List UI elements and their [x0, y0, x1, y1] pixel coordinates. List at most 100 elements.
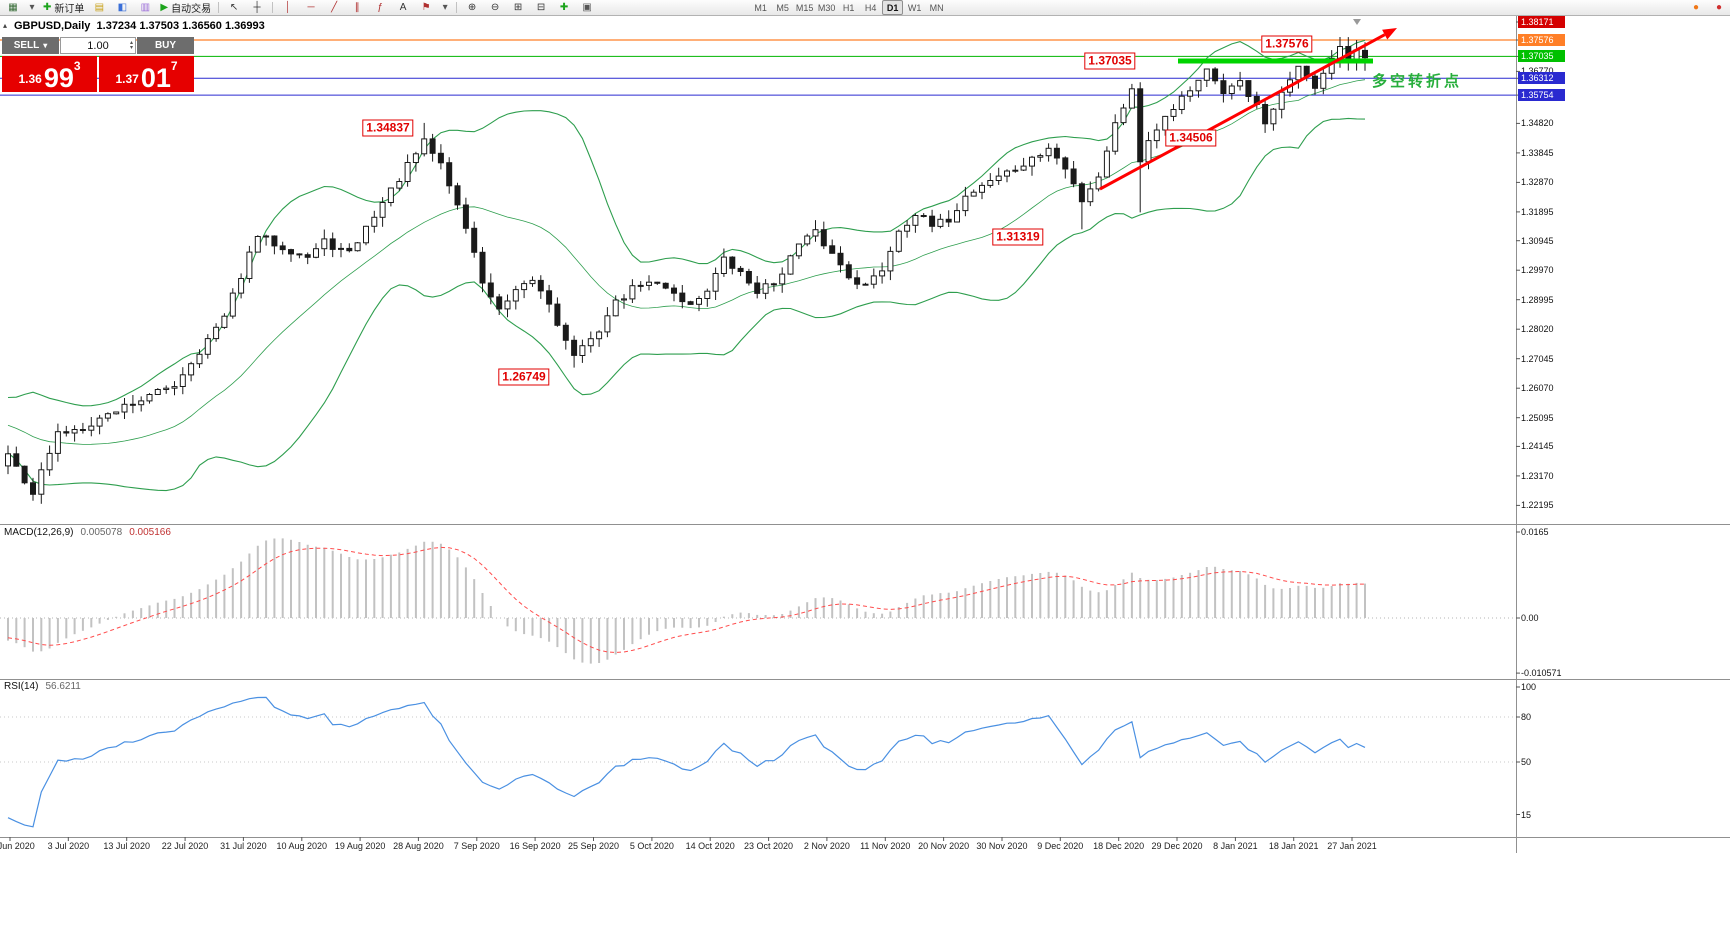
price-chart-svg[interactable] [0, 0, 1730, 853]
new-order-button: ✚ [43, 1, 52, 13]
macd-value-signal: 0.005166 [129, 527, 171, 538]
tile-windows-icon: ⊞ [513, 1, 523, 13]
volume-value: 1.00 [87, 39, 109, 52]
date-axis-label: 11 Nov 2020 [860, 841, 911, 851]
horizontal-line-icon[interactable]: ─ [300, 0, 322, 16]
date-axis-label: 20 Nov 2020 [918, 841, 970, 851]
date-axis-label: 7 Sep 2020 [453, 841, 500, 851]
fibonacci-icon[interactable]: ƒ [369, 0, 391, 16]
timeframe-D1-button[interactable]: D1 [882, 0, 904, 15]
buy-button[interactable]: BUY [137, 37, 194, 54]
alert-icon[interactable]: ● [1715, 2, 1723, 13]
price-axis-label: 1.26070 [1521, 383, 1554, 394]
price-axis-label: 1.23170 [1521, 470, 1554, 481]
price-callout-label[interactable]: 1.37035 [1084, 52, 1136, 70]
chart-window-icon[interactable]: ▦ [2, 0, 24, 16]
community-icon[interactable]: ● [1692, 2, 1700, 13]
price-axis-tag: 1.35754 [1518, 89, 1565, 102]
indicators-icon[interactable]: ✚ [553, 0, 575, 16]
zoom-out-icon: ⊖ [490, 1, 500, 13]
date-axis-label: 18 Dec 2020 [1093, 841, 1145, 851]
cursor-icon[interactable]: ↖ [223, 0, 245, 16]
equidistant-channel-icon[interactable]: ∥ [346, 0, 368, 16]
trendline-icon[interactable]: ╱ [323, 0, 345, 16]
timeframe-H4-button[interactable]: H4 [864, 2, 877, 13]
timeframe-M15-button[interactable]: M15 [795, 2, 814, 13]
sell-dropdown-icon[interactable]: ▾ [43, 41, 48, 50]
timeframe-W1-button[interactable]: W1 [907, 2, 922, 13]
price-axis-label: 1.32870 [1521, 177, 1554, 188]
templates-icon: ▣ [582, 1, 592, 13]
templates-icon[interactable]: ▣ [576, 0, 598, 16]
sell-price-button[interactable]: 1.36 99 3 [2, 56, 97, 92]
text-label-icon: A [399, 1, 407, 13]
macd-indicator-label: MACD(12,26,9) 0.005078 0.005166 [4, 527, 171, 538]
sell-button-label: SELL [13, 40, 40, 51]
market-watch-icon: ▤ [94, 1, 105, 13]
price-axis-label: 1.25095 [1521, 412, 1554, 423]
price-callout-label[interactable]: 1.37576 [1261, 35, 1313, 53]
date-axis-label: 16 Sep 2020 [509, 841, 561, 851]
crosshair-icon[interactable]: ┼ [246, 0, 268, 16]
indicators-icon: ✚ [559, 1, 569, 13]
volume-down-icon[interactable]: ▾ [129, 44, 133, 51]
volume-up-icon[interactable]: ▴ [129, 39, 133, 46]
rsi-axis-label: 15 [1521, 809, 1532, 820]
date-axis-label: 14 Oct 2020 [685, 841, 735, 851]
sell-button[interactable]: SELL ▾ [2, 37, 59, 54]
cursor-icon: ↖ [229, 1, 239, 13]
date-axis-label: 2 Nov 2020 [803, 841, 850, 851]
data-window-icon[interactable]: ◧ [111, 0, 133, 16]
shapes-dropdown-icon[interactable]: ▾ [438, 0, 452, 16]
timeframe-M30-button[interactable]: M30 [817, 2, 836, 13]
price-axis-label: 1.33845 [1521, 147, 1554, 158]
text-label-icon[interactable]: A [392, 0, 414, 16]
date-axis-label: 29 Dec 2020 [1151, 841, 1203, 851]
market-watch-icon[interactable]: ▤ [88, 0, 110, 16]
cascade-windows-icon[interactable]: ⊟ [530, 0, 552, 16]
price-callout-label[interactable]: 1.31319 [992, 228, 1044, 246]
new-order-button-label: 新订单 [54, 4, 85, 15]
timeframe-M5-button[interactable]: M5 [776, 2, 789, 13]
price-callout-label[interactable]: 1.26749 [498, 368, 550, 386]
tile-windows-icon[interactable]: ⊞ [507, 0, 529, 16]
autotrading-button[interactable]: ▶ 自动交易 [157, 0, 214, 16]
crosshair-icon: ┼ [253, 1, 261, 13]
timeframe-M1-button[interactable]: M1 [754, 2, 767, 13]
navigator-icon[interactable]: ▥ [134, 0, 156, 16]
vertical-line-icon[interactable]: │ [277, 0, 299, 16]
date-axis-label: 9 Dec 2020 [1037, 841, 1084, 851]
equidistant-channel-icon: ∥ [354, 1, 360, 13]
date-axis-label: 25 Sep 2020 [567, 841, 620, 851]
date-axis-label: 28 Aug 2020 [393, 841, 444, 851]
chinese-annotation[interactable]: 多空转折点 [1372, 73, 1463, 90]
toolbar-separator [456, 2, 458, 13]
date-axis-label: 31 Jul 2020 [220, 841, 267, 851]
price-axis-label: 1.34820 [1521, 118, 1554, 129]
price-callout-label[interactable]: 1.34837 [362, 119, 414, 137]
rsi-value: 56.6211 [45, 681, 81, 692]
chart-type-dropdown-icon[interactable]: ▾ [25, 0, 39, 16]
zoom-out-icon[interactable]: ⊖ [484, 0, 506, 16]
date-axis-label: 30 Nov 2020 [976, 841, 1028, 851]
one-click-collapse-icon[interactable]: ▴ [3, 21, 8, 30]
ask-price-big: 01 [140, 62, 171, 93]
volume-input[interactable]: 1.00 ▴ ▾ [60, 37, 136, 54]
price-axis-label: 1.22195 [1521, 500, 1554, 511]
price-axis-tag: 1.36312 [1518, 72, 1565, 85]
data-window-icon: ◧ [117, 1, 128, 13]
price-callout-label[interactable]: 1.34506 [1165, 129, 1217, 147]
date-axis-label: 13 Jul 2020 [103, 841, 150, 851]
timeframe-MN-button[interactable]: MN [929, 2, 944, 13]
date-axis-label: 27 Jan 2021 [1327, 841, 1377, 851]
ask-price-pip: 7 [170, 59, 178, 73]
buy-price-button[interactable]: 1.37 01 7 [99, 56, 194, 92]
new-order-button[interactable]: ✚ 新订单 [40, 0, 87, 16]
date-axis-label: 5 Oct 2020 [629, 841, 674, 851]
rsi-indicator-label: RSI(14) 56.6211 [4, 681, 81, 692]
zoom-in-icon[interactable]: ⊕ [461, 0, 483, 16]
timeframe-H1-button[interactable]: H1 [842, 2, 855, 13]
arrows-icon[interactable]: ⚑ [415, 0, 437, 16]
